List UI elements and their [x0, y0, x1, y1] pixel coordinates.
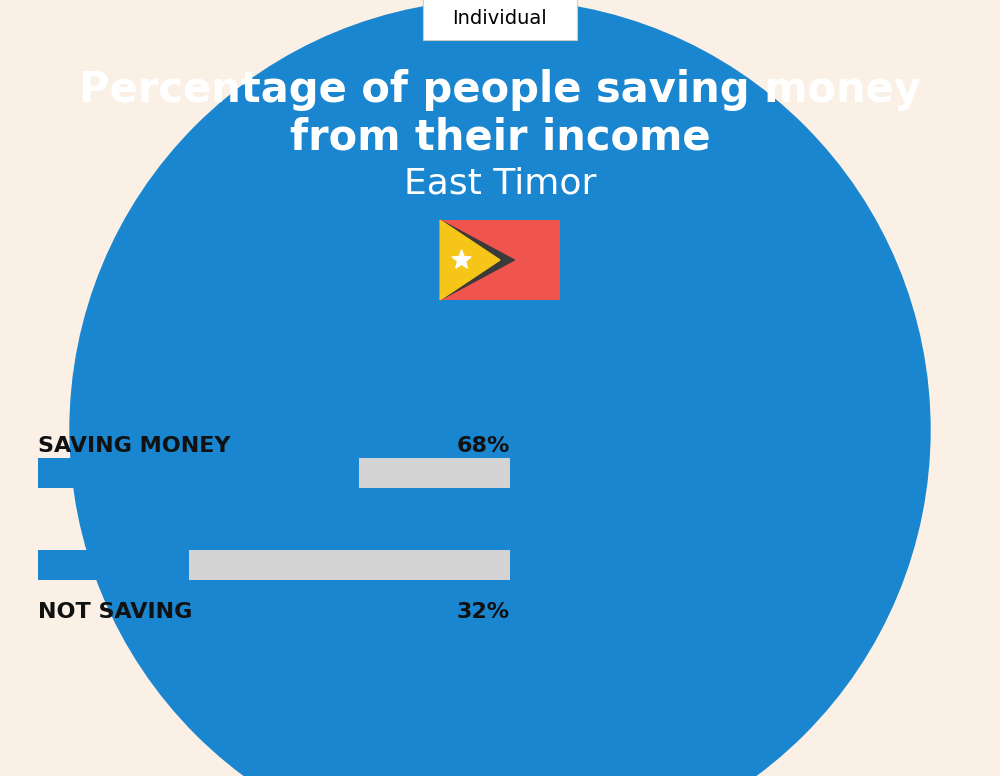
Polygon shape — [452, 250, 471, 268]
Text: 68%: 68% — [457, 436, 510, 456]
Polygon shape — [440, 220, 514, 300]
Text: Percentage of people saving money: Percentage of people saving money — [79, 69, 921, 111]
Text: East Timor: East Timor — [404, 167, 596, 201]
FancyBboxPatch shape — [38, 550, 189, 580]
Text: from their income: from their income — [290, 117, 710, 159]
FancyBboxPatch shape — [423, 0, 577, 40]
Polygon shape — [440, 220, 500, 300]
FancyBboxPatch shape — [38, 458, 510, 488]
Text: 32%: 32% — [457, 602, 510, 622]
Text: SAVING MONEY: SAVING MONEY — [38, 436, 230, 456]
Text: NOT SAVING: NOT SAVING — [38, 602, 192, 622]
FancyBboxPatch shape — [38, 550, 510, 580]
FancyBboxPatch shape — [440, 220, 560, 300]
Circle shape — [70, 0, 930, 776]
FancyBboxPatch shape — [38, 458, 359, 488]
Text: Individual: Individual — [453, 9, 547, 29]
